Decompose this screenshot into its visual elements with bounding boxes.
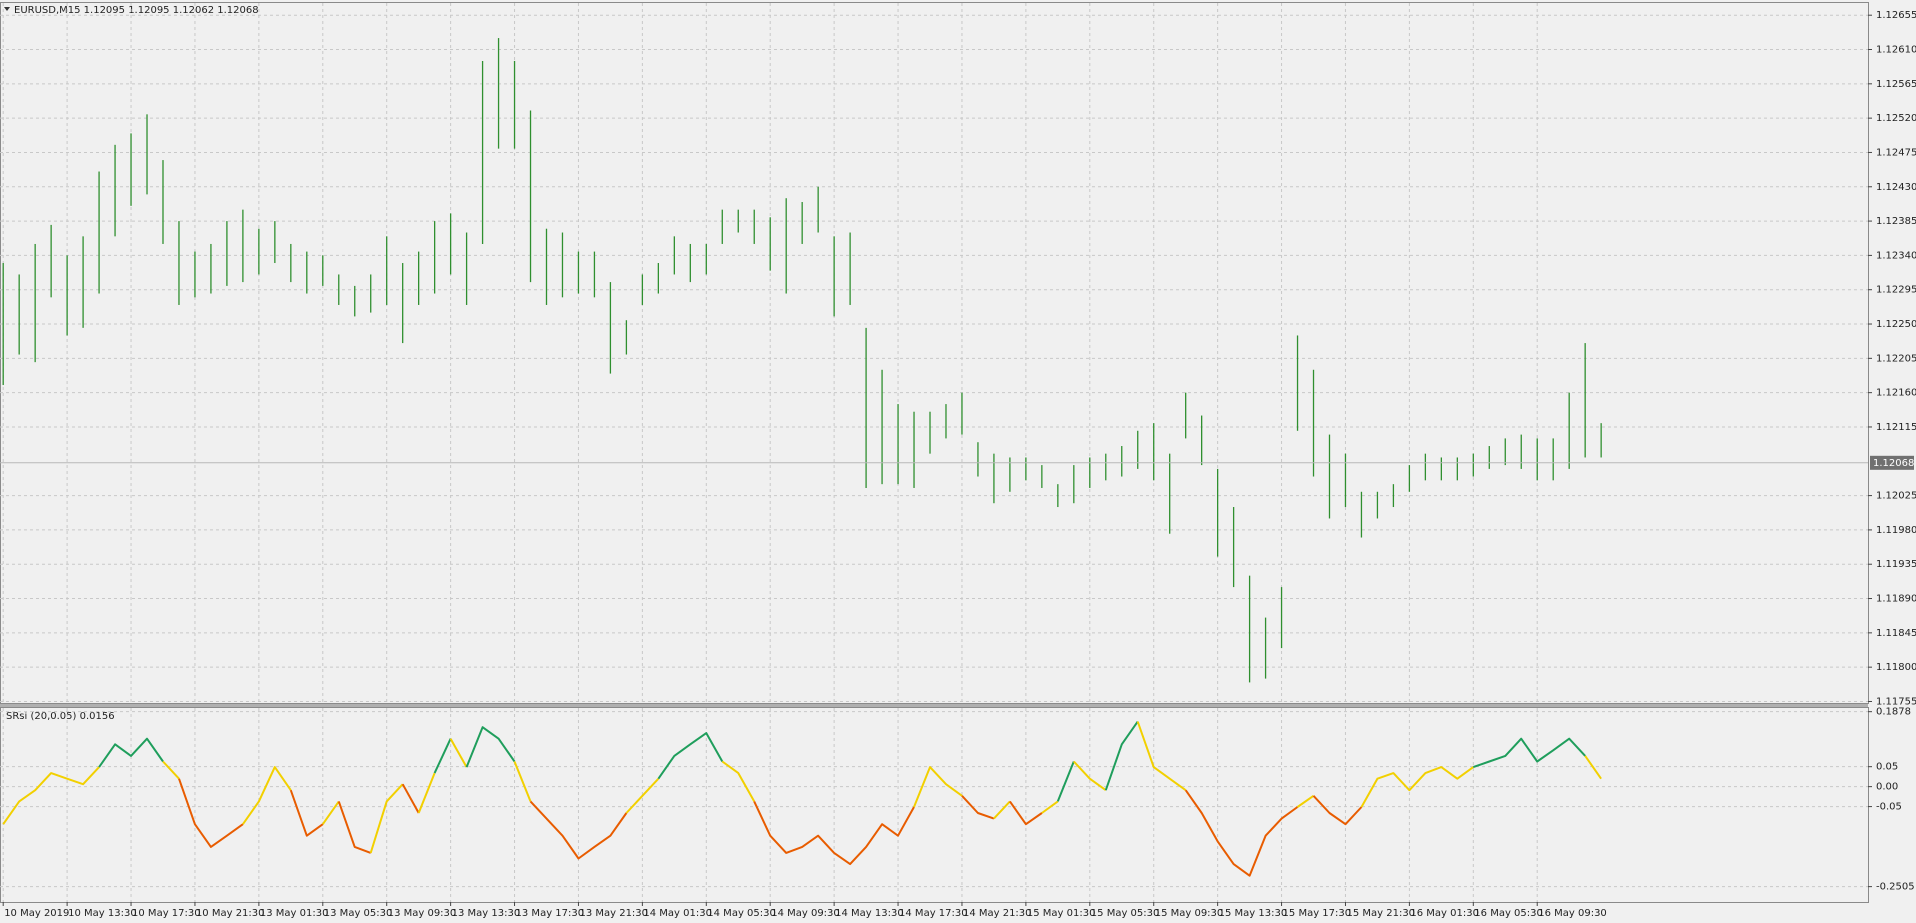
x-tick-label: 10 May 21:30 (196, 908, 265, 919)
y-tick-label: 1.12205 (1876, 353, 1916, 364)
indicator-line (513, 761, 532, 802)
indicator-frame (0, 707, 1869, 903)
indicator-line (1360, 766, 1474, 808)
y-tick-label: 0.1878 (1876, 707, 1911, 718)
y-tick-label: 1.12250 (1876, 319, 1916, 330)
indicator-line (289, 789, 324, 837)
indicator-line (1073, 760, 1107, 792)
indicator-line (337, 801, 372, 854)
indicator-line (369, 783, 404, 854)
y-tick-label: 0.05 (1876, 762, 1898, 773)
x-tick-label: 14 May 05:30 (707, 908, 776, 919)
x-tick-label: 15 May 17:30 (1283, 908, 1352, 919)
indicator-line (657, 732, 724, 780)
x-tick-label: 13 May 21:30 (579, 908, 648, 919)
indicator-line (1584, 755, 1602, 780)
x-tick-label: 16 May 01:30 (1410, 908, 1479, 919)
y-tick-label: 1.12385 (1876, 216, 1916, 227)
x-tick-label: 13 May 05:30 (324, 908, 393, 919)
y-tick-label: 1.11980 (1876, 525, 1916, 536)
y-tick-label: 1.12160 (1876, 388, 1916, 399)
last-price-label: 1.12068 (1873, 458, 1914, 469)
x-tick-label: 13 May 09:30 (388, 908, 457, 919)
x-tick-label: 13 May 01:30 (260, 908, 329, 919)
indicator-line (625, 778, 660, 814)
x-tick-label: 14 May 13:30 (835, 908, 904, 919)
indicator-line (2, 766, 100, 825)
y-tick-label: 0.00 (1876, 782, 1898, 793)
x-tick-label: 14 May 09:30 (771, 908, 840, 919)
y-tick-label: 1.12430 (1876, 182, 1916, 193)
symbol-title: EURUSD,M15 1.12095 1.12095 1.12062 1.120… (14, 5, 259, 16)
y-tick-label: 1.12655 (1876, 10, 1916, 21)
indicator-line (98, 737, 164, 768)
x-tick-label: 14 May 21:30 (963, 908, 1032, 919)
y-tick-label: 1.12610 (1876, 45, 1916, 56)
x-tick-label: 14 May 17:30 (899, 908, 968, 919)
indicator-line (1041, 800, 1059, 814)
y-tick-label: 1.11755 (1876, 696, 1916, 707)
indicator-title: SRsi (20,0.05) 0.0156 (6, 711, 115, 722)
indicator-line (178, 778, 244, 848)
indicator-line (913, 766, 963, 808)
main-frame (0, 2, 1869, 704)
y-tick-label: 1.11800 (1876, 662, 1916, 673)
indicator-line (993, 800, 1011, 820)
y-tick-label: 1.12295 (1876, 285, 1916, 296)
indicator-line (242, 766, 292, 825)
indicator-line (449, 738, 468, 768)
indicator-line (1312, 795, 1363, 826)
indicator-line (1472, 737, 1586, 769)
y-tick-label: 1.11935 (1876, 559, 1916, 570)
indicator-line (1184, 789, 1299, 877)
y-tick-label: 1.12475 (1876, 147, 1916, 158)
x-tick-label: 15 May 01:30 (1027, 908, 1096, 919)
y-tick-label: 1.12115 (1876, 422, 1916, 433)
indicator-line (465, 726, 516, 768)
x-tick-label: 13 May 13:30 (452, 908, 521, 919)
indicator-line (961, 795, 995, 820)
x-tick-label: 10 May 2019 (4, 908, 69, 919)
indicator-line (401, 783, 420, 814)
x-tick-label: 16 May 09:30 (1538, 908, 1607, 919)
indicator-line (1136, 721, 1187, 792)
x-tick-label: 15 May 13:30 (1219, 908, 1288, 919)
menu-arrow[interactable] (4, 7, 10, 11)
indicator-line (1009, 800, 1043, 826)
y-tick-label: 1.12025 (1876, 491, 1916, 502)
indicator-line (1104, 721, 1139, 791)
indicator-line (529, 800, 628, 860)
indicator-line (753, 800, 915, 866)
y-tick-label: 1.11845 (1876, 628, 1916, 639)
indicator-line (433, 738, 452, 774)
x-tick-label: 16 May 05:30 (1474, 908, 1543, 919)
y-tick-label: -0.05 (1876, 802, 1902, 813)
y-tick-label: 1.12520 (1876, 113, 1916, 124)
y-tick-label: -0.2505 (1876, 882, 1915, 893)
indicator-line (321, 800, 340, 825)
indicator-line (417, 772, 436, 814)
indicator-line (721, 760, 756, 802)
x-tick-label: 13 May 17:30 (516, 908, 585, 919)
last-price-box (1870, 455, 1914, 470)
y-tick-label: 1.12340 (1876, 250, 1916, 261)
x-tick-label: 14 May 01:30 (643, 908, 712, 919)
y-tick-label: 1.12565 (1876, 79, 1916, 90)
x-tick-label: 15 May 05:30 (1091, 908, 1160, 919)
x-tick-label: 15 May 09:30 (1155, 908, 1224, 919)
x-tick-label: 10 May 17:30 (132, 908, 201, 919)
indicator-line (1056, 761, 1075, 802)
y-tick-label: 1.11890 (1876, 594, 1916, 605)
x-tick-label: 10 May 13:30 (68, 908, 137, 919)
x-tick-label: 15 May 21:30 (1346, 908, 1415, 919)
indicator-line (162, 760, 180, 780)
indicator-line (1296, 794, 1315, 808)
